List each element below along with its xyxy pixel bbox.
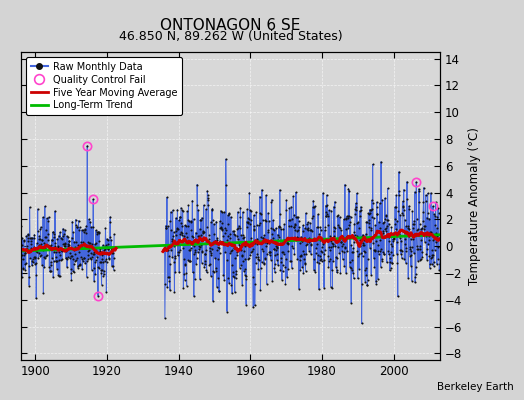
Text: ONTONAGON 6 SE: ONTONAGON 6 SE	[160, 18, 301, 33]
Legend: Raw Monthly Data, Quality Control Fail, Five Year Moving Average, Long-Term Tren: Raw Monthly Data, Quality Control Fail, …	[26, 57, 182, 115]
Y-axis label: Temperature Anomaly (°C): Temperature Anomaly (°C)	[468, 127, 481, 285]
Text: 46.850 N, 89.262 W (United States): 46.850 N, 89.262 W (United States)	[119, 30, 342, 43]
Text: Berkeley Earth: Berkeley Earth	[437, 382, 514, 392]
